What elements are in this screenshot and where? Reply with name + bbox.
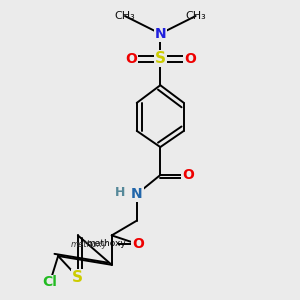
Text: O: O (132, 237, 144, 251)
Text: N: N (131, 187, 142, 201)
Text: O: O (125, 52, 137, 66)
Text: O: O (182, 168, 194, 182)
Text: O: O (184, 52, 196, 66)
Text: methoxy: methoxy (86, 239, 126, 248)
Text: methoxy: methoxy (70, 240, 107, 249)
Text: CH₃: CH₃ (185, 11, 206, 21)
Text: H: H (115, 186, 125, 199)
Text: CH₃: CH₃ (115, 11, 135, 21)
Text: S: S (155, 51, 166, 66)
Text: Cl: Cl (43, 275, 57, 290)
Text: N: N (154, 27, 166, 41)
Text: S: S (72, 270, 83, 285)
